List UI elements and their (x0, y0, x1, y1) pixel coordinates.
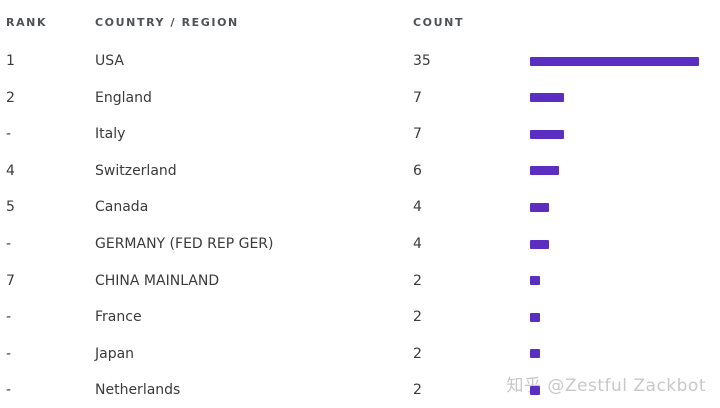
country-cell: England (95, 89, 152, 106)
bar-cell (530, 129, 720, 139)
country-cell: Netherlands (95, 382, 181, 399)
country-cell: Canada (95, 199, 149, 216)
country-cell: France (95, 309, 142, 326)
count-cell: 4 (413, 236, 422, 252)
count-bar (530, 349, 540, 359)
rank-cell: - (6, 126, 12, 143)
header-count: COUNT (413, 16, 465, 29)
rank-cell: - (6, 345, 12, 362)
bar-cell (530, 56, 720, 66)
rank-cell: 4 (6, 162, 15, 179)
table-row: - France 2 (6, 299, 720, 336)
count-cell: 4 (413, 199, 422, 216)
table-row: - Netherlands 2 (6, 372, 720, 408)
table-row: 7 CHINA MAINLAND 2 (6, 262, 720, 299)
rank-cell: 1 (6, 53, 15, 70)
table-header-row: RANK COUNTRY / REGION COUNT (6, 0, 720, 43)
rank-cell: 2 (6, 89, 15, 106)
count-bar (530, 93, 564, 103)
rank-cell: 7 (6, 272, 15, 289)
count-bar (530, 385, 540, 395)
count-cell: 6 (413, 162, 422, 179)
rank-cell: - (6, 309, 12, 326)
count-cell: 35 (413, 53, 431, 70)
count-cell: 2 (413, 272, 422, 289)
bar-cell (530, 93, 720, 103)
table-body: 1 USA 35 2 England 7 - Italy 7 4 Switzer… (6, 43, 720, 408)
country-cell: GERMANY (FED REP GER) (95, 236, 274, 252)
count-bar (530, 276, 540, 286)
country-cell: Japan (95, 345, 135, 362)
bar-cell (530, 276, 720, 286)
count-bar (530, 129, 564, 139)
table-row: - Italy 7 (6, 116, 720, 153)
watermark: 知乎 @Zestful Zackbot (506, 376, 706, 396)
count-bar (530, 239, 549, 249)
country-cell: USA (95, 53, 124, 70)
bar-cell (530, 166, 720, 176)
count-bar (530, 312, 540, 322)
country-cell: Italy (95, 126, 126, 143)
bar-cell (530, 312, 720, 322)
count-bar (530, 202, 549, 212)
header-country-region: COUNTRY / REGION (95, 16, 239, 29)
count-cell: 7 (413, 126, 422, 143)
bar-cell (530, 349, 720, 359)
count-bar (530, 56, 699, 66)
rank-cell: - (6, 382, 12, 399)
count-cell: 2 (413, 309, 422, 326)
country-cell: Switzerland (95, 162, 177, 179)
table-row: 2 England 7 (6, 80, 720, 117)
bar-cell (530, 239, 720, 249)
rank-cell: 5 (6, 199, 15, 216)
count-cell: 2 (413, 382, 422, 399)
table-row: 1 USA 35 (6, 43, 720, 80)
country-cell: CHINA MAINLAND (95, 272, 220, 289)
count-cell: 2 (413, 345, 422, 362)
bar-cell (530, 385, 720, 395)
header-rank: RANK (6, 16, 48, 29)
rank-cell: - (6, 236, 12, 252)
count-bar (530, 166, 559, 176)
bar-cell (530, 202, 720, 212)
count-cell: 7 (413, 89, 422, 106)
table-row: - GERMANY (FED REP GER) 4 (6, 226, 720, 263)
table-row: - Japan 2 (6, 335, 720, 372)
table-row: 4 Switzerland 6 (6, 153, 720, 190)
table-row: 5 Canada 4 (6, 189, 720, 226)
